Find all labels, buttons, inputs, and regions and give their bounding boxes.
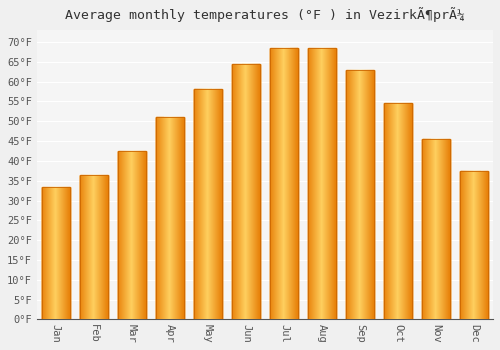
Bar <box>156 117 184 320</box>
Bar <box>346 70 374 320</box>
Bar <box>384 103 412 320</box>
Bar <box>308 48 336 320</box>
Bar <box>42 187 70 320</box>
Bar <box>270 48 298 320</box>
Bar <box>232 64 260 320</box>
Bar <box>422 139 450 320</box>
Bar <box>194 90 222 320</box>
Title: Average monthly temperatures (°F ) in VezirkÃ¶prÃ¼: Average monthly temperatures (°F ) in Ve… <box>65 7 465 22</box>
Bar <box>80 175 108 320</box>
Bar <box>118 151 146 320</box>
Bar <box>460 171 488 320</box>
